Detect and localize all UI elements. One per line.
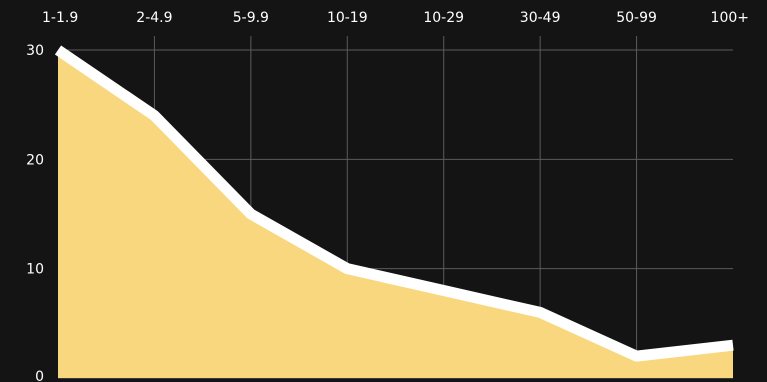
x-tick-label: 5-9.9 <box>233 10 269 26</box>
y-axis-ticks: 0 10 20 30 <box>26 43 44 382</box>
data-area <box>54 45 734 378</box>
x-axis-ticks: 1-1.9 2-4.9 5-9.9 10-19 10-29 30-49 50-99 100+ <box>42 10 749 26</box>
x-tick-label: 30-49 <box>520 10 561 26</box>
y-tick-label: 30 <box>26 43 44 59</box>
x-tick-label: 10-19 <box>327 10 368 26</box>
y-tick-label: 10 <box>26 262 44 278</box>
x-tick-label: 2-4.9 <box>136 10 172 26</box>
series-line <box>54 45 734 362</box>
y-tick-label: 0 <box>35 369 44 382</box>
y-tick-label: 20 <box>26 152 44 168</box>
x-tick-label: 50-99 <box>616 10 657 26</box>
x-tick-label: 10-29 <box>423 10 464 26</box>
area-fill <box>58 50 733 378</box>
x-tick-label: 1-1.9 <box>42 10 78 26</box>
x-tick-label: 100+ <box>711 10 749 26</box>
